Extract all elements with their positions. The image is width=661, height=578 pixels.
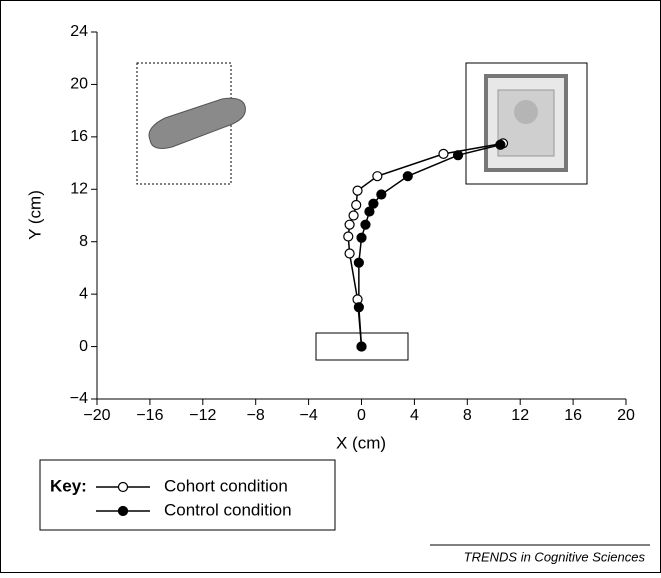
legend-marker (117, 481, 129, 493)
x-tick-label: 4 (410, 407, 419, 424)
distractor-box (136, 62, 232, 185)
y-tick-label: 20 (70, 76, 88, 93)
x-tick-label: 20 (617, 407, 635, 424)
data-point (376, 189, 387, 200)
data-point (351, 199, 362, 211)
data-point (438, 148, 449, 159)
x-axis-label: X (cm) (336, 433, 386, 452)
data-point (348, 210, 359, 221)
x-tick-label: 0 (357, 407, 366, 424)
legend-label: Cohort condition (164, 476, 288, 495)
x-tick-label: 12 (511, 407, 529, 424)
x-tick-label: −16 (136, 407, 163, 424)
target-box (465, 62, 588, 185)
data-point (353, 257, 364, 268)
legend-marker (117, 505, 129, 517)
data-point (344, 219, 355, 230)
data-point (356, 341, 367, 352)
y-tick-label: 4 (79, 285, 88, 302)
y-tick-label: −4 (70, 390, 88, 407)
data-point (372, 171, 383, 182)
start-box (315, 332, 409, 361)
data-point (344, 248, 355, 259)
legend-title: Key: (50, 476, 87, 495)
data-point (452, 150, 464, 161)
pickle-image (148, 97, 246, 149)
data-point (353, 302, 364, 313)
data-point (360, 219, 371, 230)
data-point (368, 198, 379, 209)
x-tick-label: −20 (83, 407, 110, 424)
x-tick-label: −12 (189, 407, 216, 424)
y-tick-label: 24 (70, 23, 88, 40)
data-point (402, 171, 413, 182)
legend-box (39, 459, 336, 531)
y-tick-label: 16 (70, 128, 88, 145)
y-tick-label: 12 (70, 181, 88, 198)
data-point (495, 139, 506, 150)
source: TRENDS in Cognitive Sciences (464, 549, 646, 564)
data-point (364, 206, 375, 217)
data-point (343, 231, 354, 242)
x-tick-label: 16 (564, 407, 582, 424)
y-tick-label: 0 (79, 338, 88, 355)
data-point (352, 185, 363, 196)
y-axis-label: Y (cm) (25, 190, 44, 240)
x-tick-label: 8 (463, 407, 472, 424)
y-tick-label: 8 (79, 233, 88, 250)
frame-face (514, 100, 538, 124)
x-tick-label: −8 (247, 407, 265, 424)
data-point (356, 232, 367, 243)
legend-label: Control condition (164, 500, 292, 519)
x-tick-label: −4 (299, 407, 317, 424)
